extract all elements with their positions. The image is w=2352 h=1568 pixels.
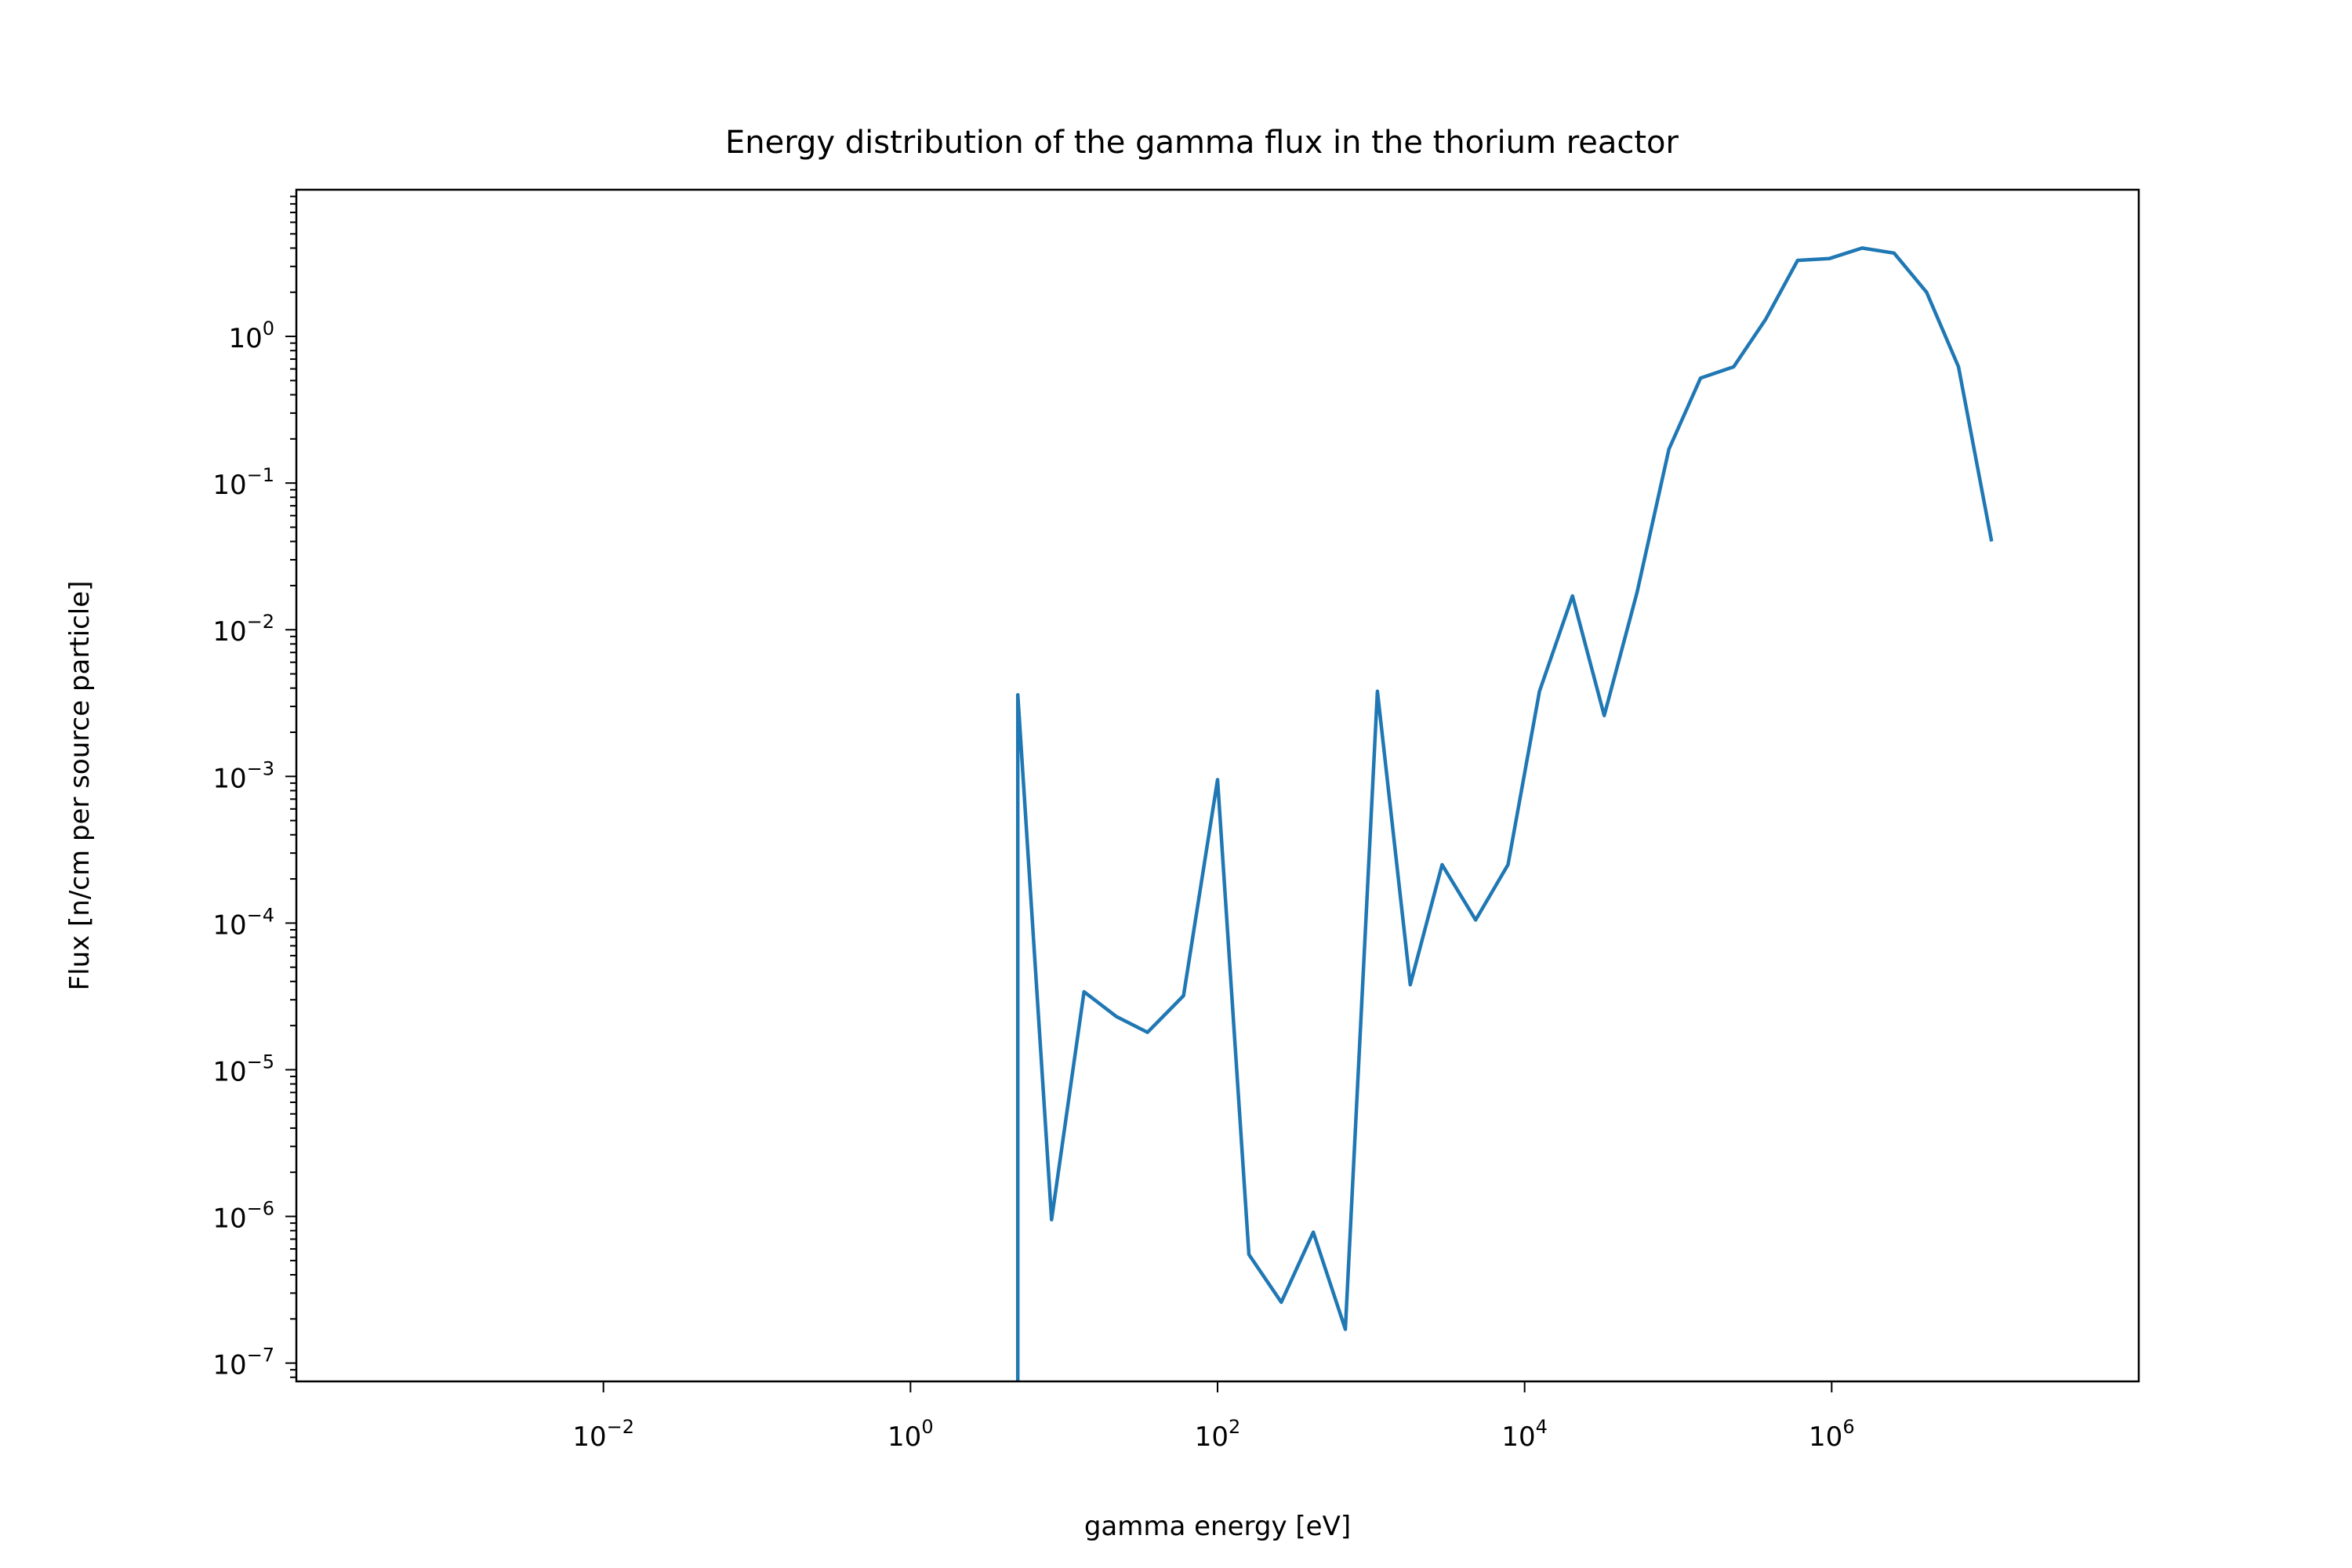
series-line [1015, 246, 1994, 1381]
y-tick-label: 10−5 [212, 1051, 274, 1087]
y-tick-label: 10−3 [212, 757, 274, 794]
y-tick-label: 10−4 [212, 904, 274, 941]
x-tick-label: 10−2 [572, 1416, 634, 1453]
plot-area [1015, 246, 1994, 1381]
x-tick-label: 104 [1501, 1416, 1548, 1453]
y-axis-label: Flux [n/cm per source particle] [64, 581, 96, 991]
x-tick-label: 106 [1809, 1416, 1855, 1453]
y-tick-label: 10−7 [212, 1345, 274, 1381]
y-tick-label: 10−1 [212, 464, 274, 501]
y-tick-label: 10−2 [212, 611, 274, 648]
x-axis: 10−2 100 102 104 106 [572, 1381, 1855, 1453]
x-tick-label: 100 [887, 1416, 934, 1453]
y-tick-label: 100 [228, 318, 274, 354]
x-axis-label: gamma energy [eV] [1084, 1511, 1351, 1542]
y-tick-label: 10−6 [212, 1198, 274, 1235]
chart-title: Energy distribution of the gamma flux in… [725, 125, 1679, 161]
x-tick-label: 102 [1195, 1416, 1241, 1453]
y-axis: 10−7 10−6 10−5 10−4 10−3 10−2 10−1 100 [212, 195, 296, 1381]
